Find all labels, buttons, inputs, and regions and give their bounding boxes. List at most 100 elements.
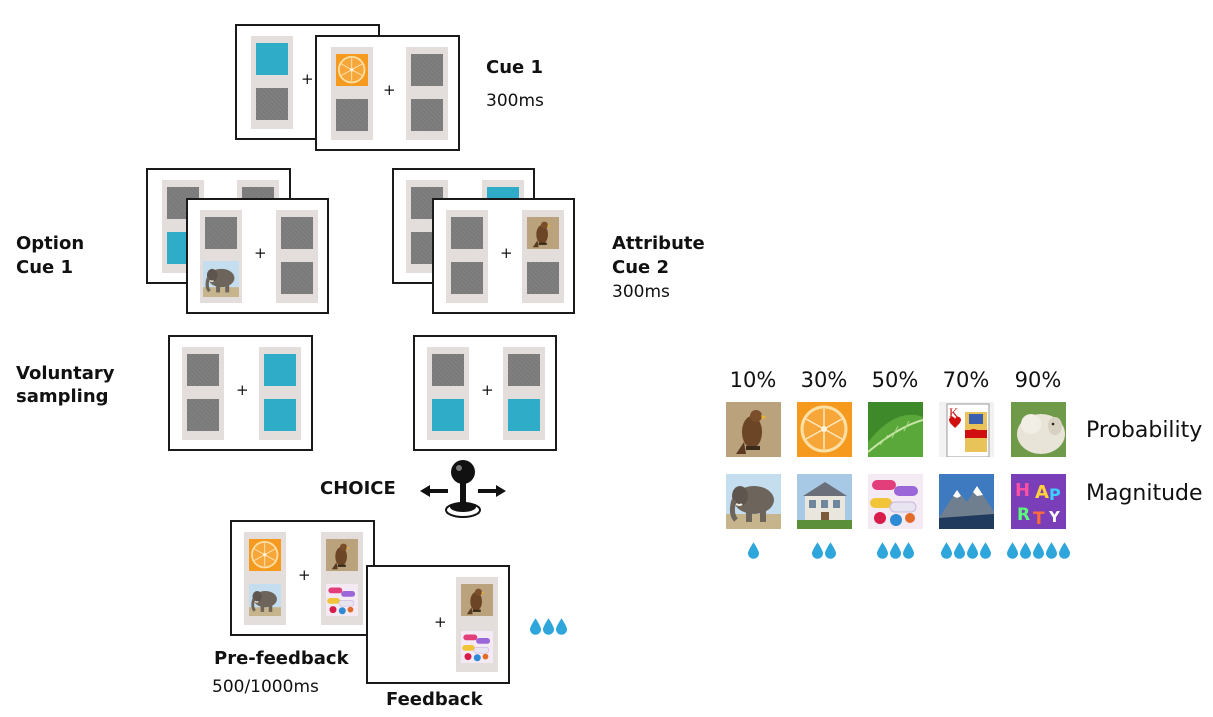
- fixation-cross: +: [301, 70, 314, 88]
- masked-slot: [205, 217, 237, 249]
- feedback-label: Feedback: [386, 689, 483, 710]
- attribute-cue-label-line1: Attribute: [612, 233, 705, 254]
- elephant-icon: [203, 260, 239, 298]
- masked-slot: [508, 354, 540, 386]
- fixation-cross: +: [254, 244, 267, 262]
- water-drop-icon: [954, 542, 965, 559]
- left-column-frame: [446, 210, 488, 303]
- feedback-reward-drops: [530, 618, 567, 635]
- attribute-cue-time: 300ms: [612, 282, 670, 302]
- fixation-cross: +: [383, 81, 396, 99]
- water-drop-icon: [1033, 542, 1044, 559]
- fixation-cross: +: [481, 381, 494, 399]
- masked-slot: [411, 99, 443, 131]
- left-column-frame: [331, 47, 373, 140]
- left-column-frame: [182, 347, 224, 440]
- masked-slot: [187, 399, 219, 431]
- house-icon: [797, 474, 852, 529]
- probability-percent-label: 90%: [1014, 368, 1062, 392]
- attribute-cue-front-screen: +: [432, 198, 575, 314]
- left-column-frame: [244, 532, 286, 625]
- fixation-cross: +: [236, 381, 249, 399]
- masked-slot: [451, 262, 483, 294]
- probability-percent-label: 30%: [800, 368, 848, 392]
- pills-icon: [868, 474, 923, 529]
- right-column-frame: [456, 577, 498, 672]
- water-drop-icon: [543, 618, 554, 635]
- magnitude-drops: [877, 542, 914, 559]
- elephant-icon: [726, 474, 781, 529]
- king-of-hearts-card-icon: [939, 402, 994, 457]
- water-drop-icon: [967, 542, 978, 559]
- orange-icon: [336, 54, 368, 86]
- masked-slot: [336, 99, 368, 131]
- water-drop-icon: [980, 542, 991, 559]
- choice-label: CHOICE: [320, 478, 396, 499]
- magnitude-drops: [748, 542, 759, 559]
- option-cue-label-line2: Cue 1: [16, 257, 74, 278]
- magnitude-drops: [941, 542, 991, 559]
- cue-square: [508, 399, 540, 431]
- water-drop-icon: [1059, 542, 1070, 559]
- water-drop-icon: [812, 542, 823, 559]
- pills-icon: [326, 584, 358, 616]
- probability-percent-label: 10%: [729, 368, 777, 392]
- prefeedback-screen: +: [230, 520, 375, 636]
- voluntary-right-screen: +: [413, 335, 557, 451]
- voluntary-left-screen: +: [168, 335, 313, 451]
- right-column-frame: [522, 210, 564, 303]
- mountain-icon: [939, 474, 994, 529]
- left-column-frame: [251, 36, 293, 129]
- water-drop-icon: [556, 618, 567, 635]
- voluntary-label-line1: Voluntary: [16, 363, 115, 384]
- joystick-icon: [420, 460, 506, 518]
- magnitude-drops: [812, 542, 836, 559]
- hawk-icon: [527, 217, 559, 249]
- birthday-letters-icon: [1011, 474, 1066, 529]
- left-column-frame: [427, 347, 469, 440]
- masked-slot: [432, 354, 464, 386]
- masked-slot: [256, 88, 288, 120]
- water-drop-icon: [903, 542, 914, 559]
- fixation-cross: +: [298, 566, 311, 584]
- water-drop-icon: [1020, 542, 1031, 559]
- masked-slot: [281, 217, 313, 249]
- fixation-cross: +: [500, 244, 513, 262]
- water-drop-icon: [877, 542, 888, 559]
- water-drop-icon: [1007, 542, 1018, 559]
- orange-icon: [249, 539, 281, 571]
- water-drop-icon: [530, 618, 541, 635]
- water-drop-icon: [748, 542, 759, 559]
- water-drop-icon: [890, 542, 901, 559]
- prefeedback-time: 500/1000ms: [212, 677, 319, 697]
- cue1-time: 300ms: [486, 91, 544, 111]
- prefeedback-label: Pre-feedback: [214, 648, 349, 669]
- right-column-frame: [276, 210, 318, 303]
- cue1-front-screen: +: [315, 35, 460, 151]
- masked-slot: [527, 262, 559, 294]
- probability-percent-label: 70%: [942, 368, 990, 392]
- masked-slot: [187, 354, 219, 386]
- right-column-frame: [406, 47, 448, 140]
- orange-icon: [797, 402, 852, 457]
- cue1-label: Cue 1: [486, 57, 544, 78]
- water-drop-icon: [1046, 542, 1057, 559]
- magnitude-label: Magnitude: [1086, 481, 1203, 506]
- leaf-icon: [868, 402, 923, 457]
- cue-square: [432, 399, 464, 431]
- hawk-icon: [726, 402, 781, 457]
- sheep-icon: [1011, 402, 1066, 457]
- fixation-cross: +: [434, 613, 447, 631]
- pills-icon: [461, 631, 493, 663]
- magnitude-drops: [1007, 542, 1070, 559]
- water-drop-icon: [825, 542, 836, 559]
- cue-square: [256, 43, 288, 75]
- right-column-frame: [503, 347, 545, 440]
- elephant-icon: [249, 584, 281, 616]
- masked-slot: [281, 262, 313, 294]
- feedback-screen: +: [366, 565, 510, 684]
- hawk-icon: [326, 539, 358, 571]
- masked-slot: [451, 217, 483, 249]
- right-column-frame: [321, 532, 363, 625]
- masked-slot: [167, 187, 199, 219]
